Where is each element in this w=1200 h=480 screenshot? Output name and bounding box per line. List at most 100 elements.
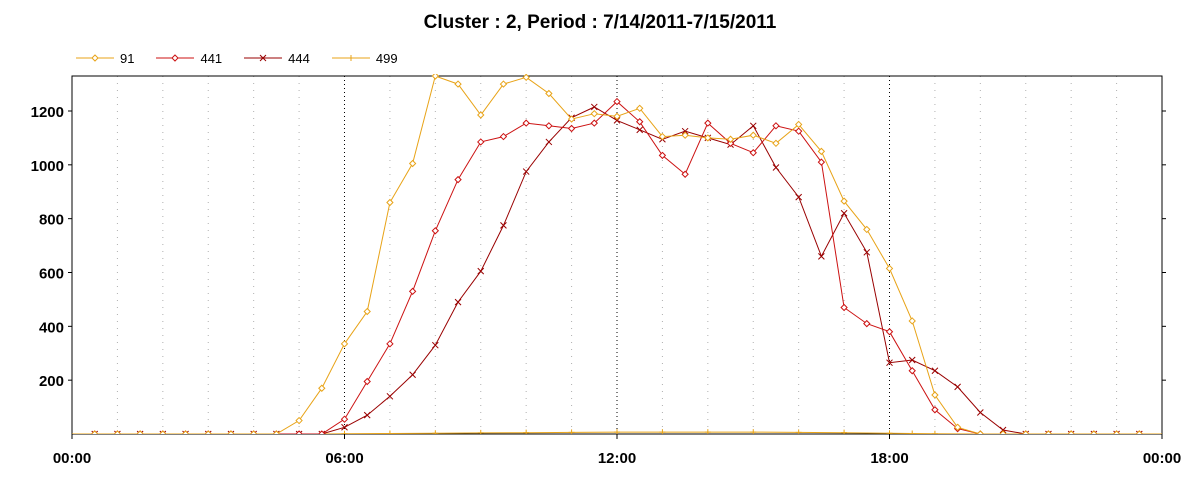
data-point-91 — [1112, 430, 1121, 434]
data-point-441 — [499, 132, 508, 141]
data-point-444 — [908, 356, 916, 364]
data-point-444 — [818, 252, 825, 260]
data-point-444 — [1113, 430, 1120, 434]
data-point-444 — [1135, 430, 1143, 434]
data-point-91 — [840, 197, 848, 205]
data-point-499 — [909, 430, 916, 434]
data-point-444 — [295, 430, 303, 434]
chart-title: Cluster : 2, Period : 7/14/2011-7/15/201… — [423, 12, 777, 33]
data-point-91 — [976, 430, 985, 434]
data-point-441 — [295, 430, 303, 434]
data-point-91 — [567, 115, 576, 123]
data-point-91 — [1044, 430, 1053, 434]
data-point-91 — [613, 112, 621, 121]
legend-item-441: 441 — [156, 51, 222, 66]
data-point-444 — [204, 430, 212, 434]
y-tick-label: 1200 — [31, 104, 64, 121]
data-point-441 — [340, 415, 349, 423]
legend-label: 444 — [288, 50, 310, 66]
data-point-499 — [931, 430, 938, 434]
data-point-441 — [931, 406, 939, 414]
data-point-91 — [545, 89, 553, 98]
data-point-444 — [159, 430, 167, 434]
data-point-91 — [817, 147, 826, 156]
data-point-444 — [749, 122, 757, 130]
data-point-91 — [522, 74, 530, 82]
data-point-444 — [341, 423, 348, 431]
x-tick-label: 00:00 — [1143, 450, 1181, 467]
data-point-441 — [386, 340, 394, 348]
x-tick-label: 00:00 — [53, 450, 91, 467]
data-point-91 — [386, 198, 394, 207]
data-point-444 — [227, 430, 235, 434]
data-point-444 — [114, 430, 121, 434]
data-point-444 — [431, 341, 439, 349]
series-line-499 — [72, 431, 1162, 434]
data-point-91 — [772, 139, 780, 148]
data-point-499 — [386, 430, 393, 434]
data-point-444 — [500, 222, 507, 229]
data-point-444 — [1045, 430, 1052, 434]
y-tick-label: 400 — [39, 319, 64, 336]
data-point-91 — [704, 134, 712, 142]
y-tick-label: 600 — [39, 265, 64, 282]
legend-label: 441 — [200, 50, 223, 66]
data-point-441 — [817, 158, 826, 166]
data-point-441 — [772, 122, 780, 130]
data-point-91 — [181, 430, 190, 434]
data-point-91 — [590, 109, 598, 118]
data-point-91 — [1022, 430, 1030, 434]
data-point-91 — [318, 384, 326, 392]
legend-swatch — [156, 54, 195, 62]
data-point-444 — [1090, 430, 1098, 434]
data-point-444 — [273, 430, 280, 434]
data-point-444 — [999, 426, 1007, 434]
data-point-499 — [477, 429, 484, 434]
data-point-441 — [636, 118, 644, 126]
data-point-441 — [613, 97, 621, 106]
data-point-499 — [341, 430, 348, 434]
legend-item-499: 499 — [331, 50, 398, 66]
data-point-91 — [227, 430, 235, 434]
data-point-444 — [681, 127, 689, 135]
data-point-444 — [182, 430, 189, 434]
data-point-91 — [136, 430, 144, 434]
legend-item-444: 444 — [244, 51, 310, 66]
data-point-91 — [340, 340, 349, 348]
data-point-441 — [863, 319, 871, 328]
legend-marker — [91, 54, 99, 62]
data-point-91 — [431, 74, 440, 80]
data-point-444 — [1067, 430, 1075, 434]
data-point-91 — [931, 391, 939, 399]
legend-swatch — [331, 55, 370, 61]
data-point-444 — [136, 430, 144, 434]
legend-label: 499 — [375, 50, 398, 66]
data-point-499 — [795, 429, 802, 434]
data-point-441 — [363, 377, 371, 386]
x-tick-label: 06:00 — [325, 450, 363, 467]
data-point-441 — [840, 303, 848, 312]
data-point-441 — [726, 139, 735, 148]
data-point-499 — [432, 430, 439, 434]
legend-label: 91 — [120, 50, 135, 66]
data-point-441 — [794, 127, 803, 135]
data-point-444 — [545, 138, 553, 146]
data-point-444 — [250, 430, 258, 434]
x-tick-label: 18:00 — [870, 450, 908, 467]
data-point-91 — [749, 131, 757, 139]
series-91 — [91, 74, 1143, 434]
data-point-444 — [409, 371, 416, 379]
data-point-91 — [477, 111, 485, 119]
data-point-444 — [931, 367, 939, 375]
data-point-91 — [1090, 430, 1098, 434]
data-point-444 — [1022, 430, 1030, 434]
data-point-441 — [431, 227, 440, 235]
data-point-91 — [295, 416, 303, 425]
y-tick-label: 1000 — [31, 158, 64, 175]
data-point-441 — [590, 119, 598, 127]
data-point-444 — [386, 392, 394, 400]
data-point-91 — [204, 430, 212, 434]
data-point-499 — [750, 429, 757, 434]
series-499 — [72, 429, 1162, 434]
data-point-444 — [318, 430, 326, 434]
